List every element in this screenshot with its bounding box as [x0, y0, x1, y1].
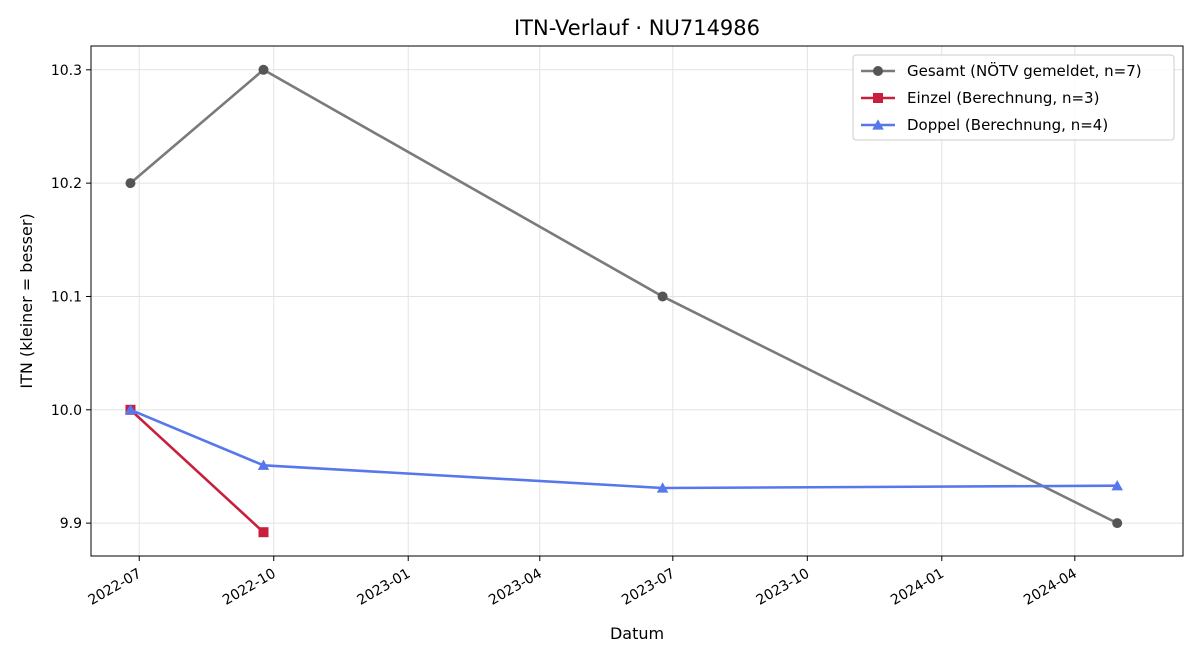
- series-line: [129, 408, 1118, 490]
- legend-entry: Einzel (Berechnung, n=3): [861, 89, 1099, 107]
- data-point: [124, 404, 137, 415]
- series-layer: [124, 64, 1123, 538]
- y-tick-label: 10.0: [51, 403, 82, 419]
- y-tick-label: 10.3: [51, 63, 82, 79]
- x-tick-label: 2024-01: [888, 566, 947, 609]
- series-line: [129, 68, 1118, 525]
- data-point: [872, 119, 884, 130]
- series-3: [124, 404, 1123, 493]
- data-point: [257, 459, 270, 470]
- x-axis-label: Datum: [610, 624, 664, 643]
- x-tick-label: 2023-01: [355, 566, 414, 609]
- series-2: [125, 404, 269, 538]
- data-point: [258, 64, 269, 75]
- y-tick-label: 9.9: [60, 516, 82, 532]
- x-tick-label: 2023-10: [754, 566, 813, 609]
- series-1: [125, 64, 1123, 529]
- data-point: [873, 93, 883, 103]
- y-tick-label: 10.1: [51, 289, 82, 305]
- legend: Gesamt (NÖTV gemeldet, n=7) Einzel (Berec…: [852, 54, 1175, 141]
- data-point: [656, 482, 669, 493]
- series-line: [129, 408, 265, 534]
- plot-area-frame: [90, 45, 1184, 557]
- legend-frame: [852, 54, 1175, 141]
- x-tick-label: 2024-04: [1021, 566, 1080, 609]
- data-point: [1112, 518, 1123, 529]
- chart-title: ITN-Verlauf · NU714986: [514, 16, 760, 40]
- legend-label: Doppel (Berechnung, n=4): [907, 116, 1108, 134]
- data-point: [873, 66, 883, 76]
- data-point: [258, 527, 269, 538]
- x-tick-label: 2023-07: [619, 566, 678, 609]
- legend-label: Einzel (Berechnung, n=3): [907, 89, 1099, 107]
- x-tick-label: 2022-10: [220, 566, 279, 609]
- axis-ticks: 2022-07 2022-10 2023-01 2023-04 2023-07 2023-…: [51, 63, 1080, 609]
- x-tick-label: 2023-04: [486, 566, 545, 609]
- legend-entry: Gesamt (NÖTV gemeldet, n=7): [861, 61, 1142, 80]
- y-axis-label: ITN (kleiner = besser): [17, 213, 36, 388]
- x-tick-label: 2022-07: [86, 566, 145, 609]
- legend-entry: Doppel (Berechnung, n=4): [861, 116, 1108, 134]
- legend-label: Gesamt (NÖTV gemeldet, n=7): [907, 61, 1142, 80]
- data-point: [657, 291, 668, 302]
- y-tick-label: 10.2: [51, 176, 82, 192]
- data-point: [1111, 479, 1123, 491]
- data-point: [125, 178, 136, 189]
